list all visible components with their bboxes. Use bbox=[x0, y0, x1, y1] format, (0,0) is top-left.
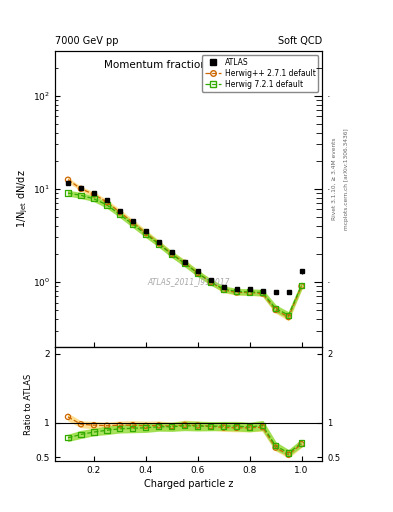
Point bbox=[182, 259, 188, 267]
Point bbox=[78, 420, 84, 429]
Point bbox=[259, 421, 266, 430]
Point bbox=[220, 286, 227, 294]
Point bbox=[182, 421, 188, 429]
Legend: ATLAS, Herwig++ 2.7.1 default, Herwig 7.2.1 default: ATLAS, Herwig++ 2.7.1 default, Herwig 7.… bbox=[202, 55, 318, 92]
Point bbox=[195, 422, 201, 430]
Point bbox=[169, 250, 175, 258]
Text: Rivet 3.1.10, ≥ 3.4M events: Rivet 3.1.10, ≥ 3.4M events bbox=[332, 138, 337, 221]
Point bbox=[65, 189, 71, 197]
Point bbox=[259, 289, 266, 297]
Point bbox=[117, 421, 123, 430]
Point bbox=[91, 190, 97, 199]
Point bbox=[208, 278, 214, 286]
Point bbox=[65, 434, 71, 442]
Point bbox=[65, 413, 71, 421]
Point bbox=[156, 421, 162, 430]
Point bbox=[272, 306, 279, 314]
Point bbox=[156, 240, 162, 248]
Point bbox=[182, 259, 188, 267]
Y-axis label: 1/N$_\mathregular{jet}$ dN/dz: 1/N$_\mathregular{jet}$ dN/dz bbox=[16, 170, 30, 228]
Text: mcplots.cern.ch [arXiv:1306.3436]: mcplots.cern.ch [arXiv:1306.3436] bbox=[344, 129, 349, 230]
Point bbox=[233, 287, 240, 295]
Point bbox=[220, 423, 227, 432]
Point bbox=[298, 440, 305, 448]
Text: Momentum fraction z(track jets): Momentum fraction z(track jets) bbox=[104, 60, 273, 70]
Point bbox=[143, 230, 149, 239]
Point bbox=[285, 313, 292, 321]
Text: ATLAS_2011_I919017: ATLAS_2011_I919017 bbox=[147, 278, 230, 286]
Text: Soft QCD: Soft QCD bbox=[278, 36, 322, 46]
Point bbox=[208, 422, 214, 430]
Point bbox=[156, 422, 162, 431]
Point bbox=[130, 424, 136, 432]
Point bbox=[272, 442, 279, 450]
Point bbox=[298, 439, 305, 447]
Point bbox=[143, 229, 149, 237]
Point bbox=[208, 278, 214, 286]
Point bbox=[169, 423, 175, 431]
Point bbox=[298, 281, 305, 289]
Point bbox=[91, 428, 97, 436]
Point bbox=[246, 423, 253, 431]
Point bbox=[233, 288, 240, 296]
Point bbox=[220, 285, 227, 293]
Point bbox=[78, 191, 84, 200]
Point bbox=[285, 449, 292, 457]
Point bbox=[259, 288, 266, 296]
Point bbox=[233, 422, 240, 430]
Point bbox=[104, 421, 110, 430]
Point bbox=[130, 218, 136, 226]
Point bbox=[130, 220, 136, 228]
Point bbox=[285, 311, 292, 319]
Point bbox=[272, 443, 279, 452]
Point bbox=[272, 304, 279, 312]
Point bbox=[246, 288, 253, 296]
Y-axis label: Ratio to ATLAS: Ratio to ATLAS bbox=[24, 373, 33, 435]
Point bbox=[169, 422, 175, 430]
Point bbox=[220, 422, 227, 430]
Point bbox=[246, 424, 253, 432]
Point bbox=[233, 424, 240, 432]
Point bbox=[195, 269, 201, 277]
Point bbox=[65, 176, 71, 184]
Point bbox=[298, 282, 305, 290]
X-axis label: Charged particle z: Charged particle z bbox=[144, 479, 233, 489]
Point bbox=[78, 185, 84, 193]
Point bbox=[156, 239, 162, 247]
Point bbox=[285, 451, 292, 459]
Text: 7000 GeV pp: 7000 GeV pp bbox=[55, 36, 119, 46]
Point bbox=[130, 421, 136, 429]
Point bbox=[117, 208, 123, 217]
Point bbox=[169, 250, 175, 259]
Point bbox=[104, 198, 110, 206]
Point bbox=[143, 423, 149, 432]
Point bbox=[104, 426, 110, 434]
Point bbox=[117, 210, 123, 219]
Point bbox=[91, 195, 97, 203]
Point bbox=[117, 425, 123, 433]
Point bbox=[143, 422, 149, 430]
Point bbox=[104, 201, 110, 209]
Point bbox=[208, 422, 214, 430]
Point bbox=[91, 421, 97, 429]
Point bbox=[78, 430, 84, 438]
Point bbox=[195, 421, 201, 430]
Point bbox=[259, 423, 266, 431]
Point bbox=[182, 422, 188, 430]
Point bbox=[195, 269, 201, 278]
Point bbox=[246, 288, 253, 296]
